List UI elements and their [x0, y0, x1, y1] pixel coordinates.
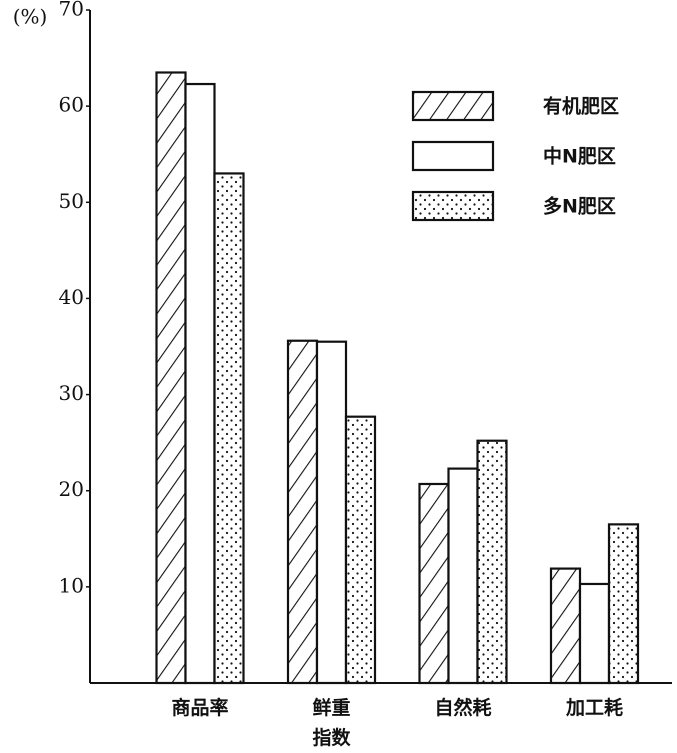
y-tick-label: 30 — [59, 381, 84, 405]
x-tick-label: 加工耗 — [565, 697, 623, 719]
bar — [344, 415, 377, 685]
bar — [155, 71, 187, 685]
x-tick-label: 鲜重 指数 — [312, 697, 351, 749]
y-tick-label: 40 — [59, 285, 84, 309]
bar — [286, 339, 319, 685]
y-tick-label: 10 — [59, 573, 84, 597]
legend-swatch — [411, 190, 495, 222]
bar — [549, 567, 582, 685]
legend-label: 多N肥区 — [543, 195, 616, 218]
x-tick-label: 自然耗 — [434, 697, 492, 719]
bar — [476, 439, 508, 685]
bar — [578, 582, 611, 685]
y-tick-label: 20 — [59, 477, 84, 501]
x-tick-label: 商品率 — [171, 697, 229, 719]
y-axis-label: (%) — [13, 5, 48, 29]
legend-swatch — [411, 90, 495, 122]
bar — [213, 172, 245, 685]
y-tick-label: 60 — [59, 93, 84, 117]
y-tick-label: 70 — [59, 0, 84, 21]
legend-swatch — [411, 140, 495, 172]
legend-label: 中N肥区 — [543, 145, 616, 168]
bar — [315, 340, 348, 685]
legend-label: 有机肥区 — [543, 95, 619, 118]
bar — [607, 523, 640, 685]
bar — [184, 82, 216, 685]
y-tick-label: 50 — [59, 189, 84, 213]
bar — [447, 467, 479, 685]
bar — [418, 482, 450, 685]
